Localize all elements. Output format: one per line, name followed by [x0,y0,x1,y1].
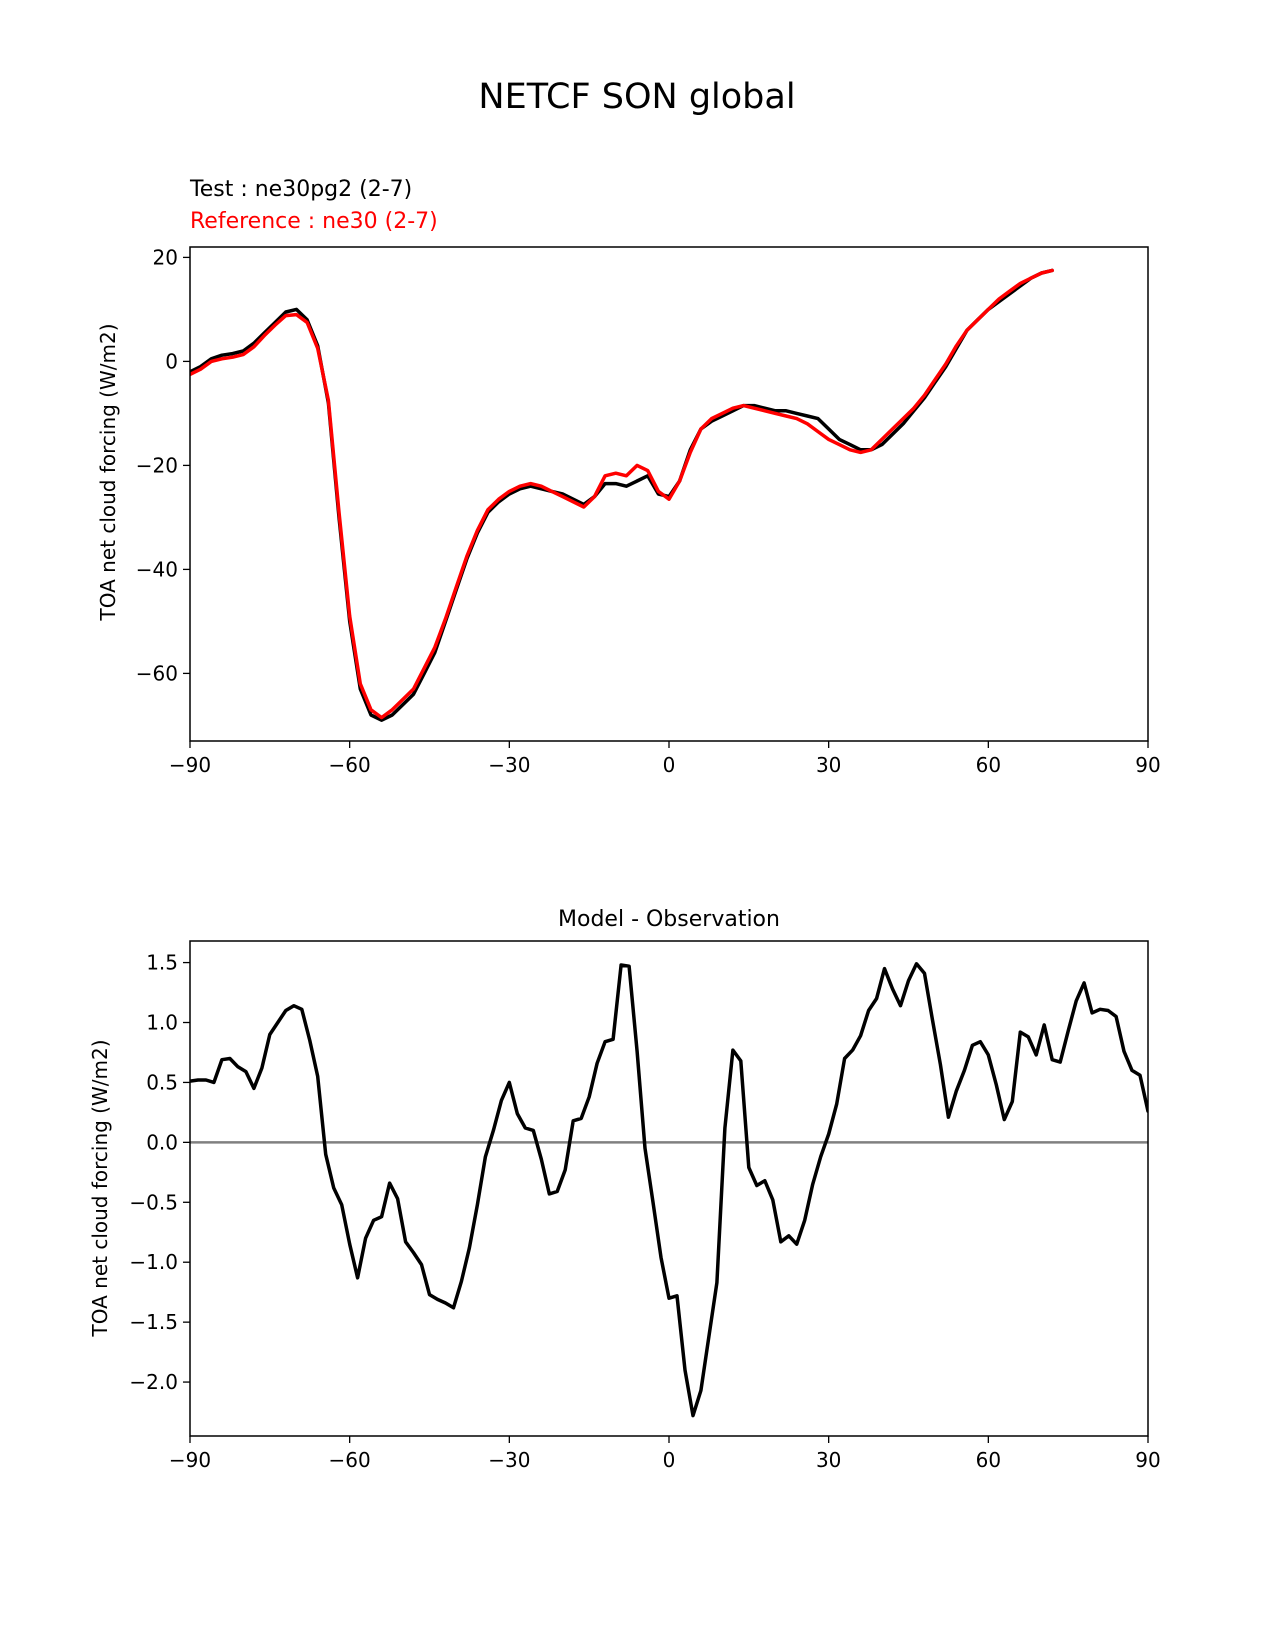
x-tick-label: −60 [329,753,371,777]
top-y-axis-label: TOA net cloud forcing (W/m2) [96,323,120,621]
top-plot-frame [189,246,1149,742]
x-tick-label: −90 [169,753,211,777]
top-ticks: −90 −60 −30 0 30 60 90 20 0 −20 −40 −60 [136,245,1161,777]
x-tick-label: −60 [329,1448,371,1472]
bottom-series [190,962,1148,1418]
x-tick-label: 30 [816,1448,841,1472]
figure-suptitle: NETCF SON global [478,77,795,117]
y-tick-label: −1.0 [129,1250,178,1274]
y-tick-label: −1.5 [129,1310,178,1334]
y-tick-label: 20 [153,245,178,269]
x-tick-label: 90 [1135,753,1160,777]
reference-title: Reference : ne30 (2-7) [190,209,438,234]
x-tick-label: 0 [663,1448,676,1472]
y-tick-label: 0.5 [146,1070,178,1094]
test-title: Test : ne30pg2 (2-7) [189,177,412,202]
bottom-ticks: −90 −60 −30 0 30 60 90 1.5 1.0 0.5 0.0 −0.5 −1.0 −1.5… [129,951,1160,1472]
series-line [190,268,1054,722]
y-tick-label: 0.0 [146,1130,178,1154]
x-tick-label: 0 [663,753,676,777]
x-tick-label: 30 [816,753,841,777]
x-tick-label: 60 [976,1448,1001,1472]
bottom-plot-frame [189,940,1149,1437]
x-tick-label: 60 [976,753,1001,777]
y-tick-label: −0.5 [129,1190,178,1214]
y-tick-label: −20 [136,453,178,477]
series-line [190,962,1148,1418]
y-tick-label: −60 [136,661,178,685]
bottom-title: Model - Observation [558,907,780,932]
x-tick-label: −90 [169,1448,211,1472]
bottom-y-axis-label: TOA net cloud forcing (W/m2) [88,1039,112,1337]
series-line [190,268,1054,720]
x-tick-label: −30 [488,753,530,777]
y-tick-label: 0 [165,349,178,373]
top-panel: Test : ne30pg2 (2-7) Reference : ne30 (2… [96,177,1161,777]
y-tick-label: −40 [136,557,178,581]
y-tick-label: 1.5 [146,951,178,975]
top-series [190,268,1054,722]
y-tick-label: −2.0 [129,1370,178,1394]
x-tick-label: 90 [1135,1448,1160,1472]
x-tick-label: −30 [488,1448,530,1472]
y-tick-label: 1.0 [146,1011,178,1035]
bottom-panel: Model - Observation TOA net cloud forcin… [88,907,1161,1472]
